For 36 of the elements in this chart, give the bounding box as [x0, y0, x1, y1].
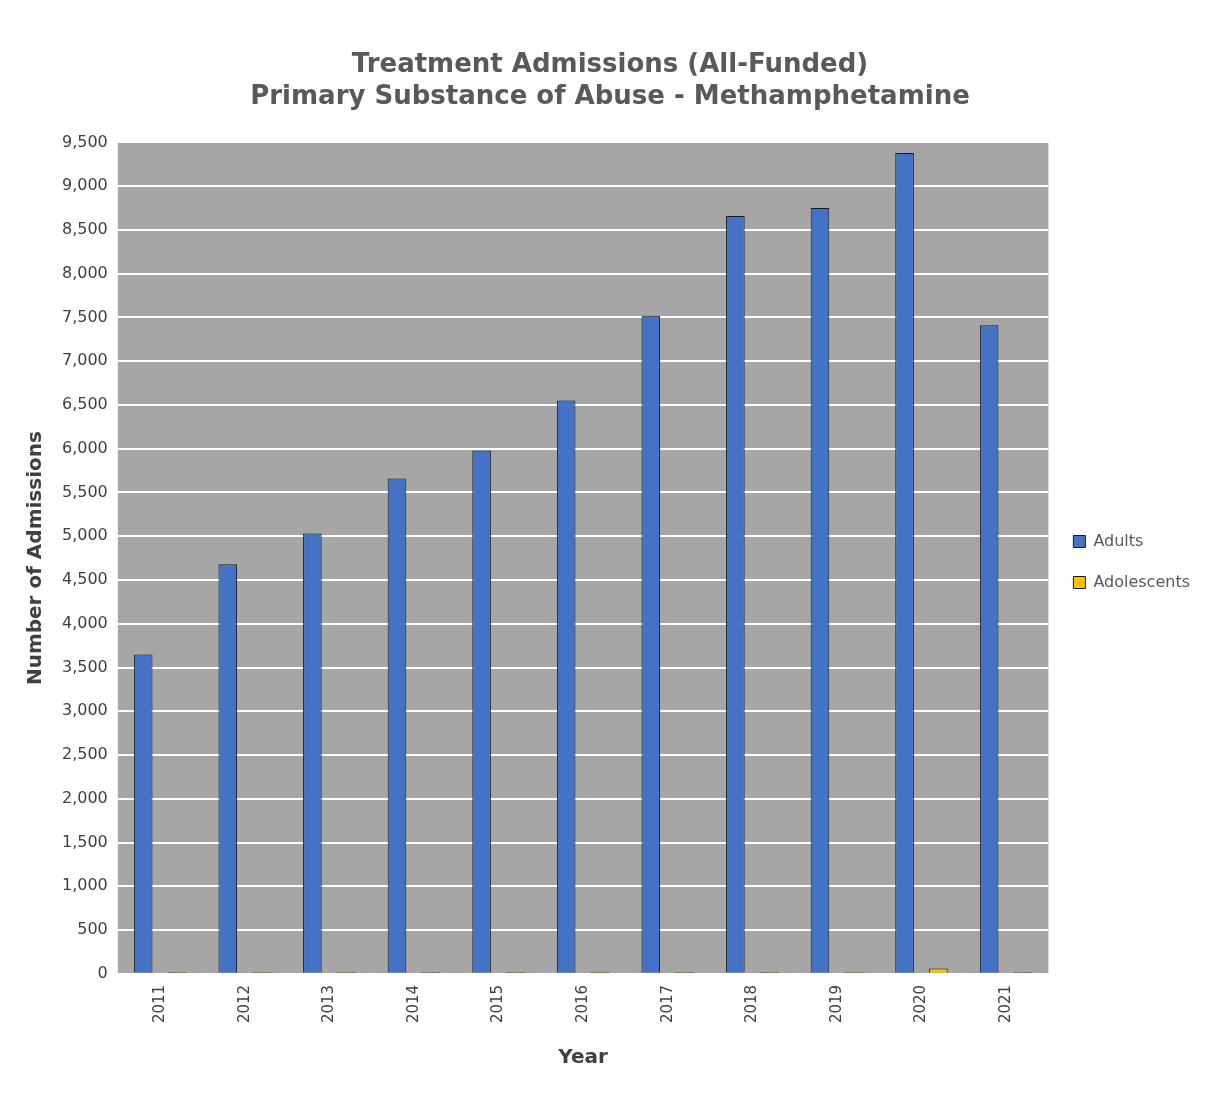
- y-axis-title: Number of Admissions: [22, 431, 47, 686]
- y-tick-label: 7,000: [61, 350, 108, 370]
- x-tick-label: 2016: [572, 984, 591, 1024]
- y-tick-label: 3,500: [61, 656, 108, 676]
- y-tick-label: 9,500: [61, 131, 108, 151]
- y-tick-label: 8,500: [61, 219, 108, 239]
- y-tick-label: 2,000: [61, 787, 108, 807]
- y-tick-label: 7,500: [61, 306, 108, 326]
- chart-title: Treatment Admissions (All-Funded) Primary Substance of Abuse - Methamphetamine: [250, 48, 970, 110]
- x-tick-label: 2017: [657, 984, 676, 1024]
- x-tick-label: 2015: [488, 984, 507, 1024]
- y-tick-label: 1,500: [61, 831, 108, 851]
- y-tick-label: 5,000: [61, 525, 108, 545]
- legend-label: Adolescents: [1093, 571, 1190, 591]
- x-tick-label: 2021: [995, 984, 1014, 1024]
- y-tick-label: 5,500: [61, 481, 108, 501]
- x-axis-title: Year: [557, 1044, 609, 1069]
- y-tick-label: 4,000: [61, 612, 108, 632]
- x-tick-label: 2012: [234, 984, 253, 1024]
- x-tick-label: 2013: [319, 984, 338, 1024]
- legend-label: Adults: [1093, 530, 1144, 550]
- x-tick-label: 2020: [911, 984, 930, 1024]
- x-tick-label: 2018: [742, 984, 761, 1024]
- y-tick-label: 3,000: [61, 700, 108, 720]
- x-tick-label: 2011: [149, 984, 168, 1024]
- y-tick-label: 2,500: [61, 744, 108, 764]
- y-tick-label: 500: [77, 919, 108, 939]
- x-tick-label: 2019: [826, 984, 845, 1024]
- y-tick-label: 6,000: [61, 437, 108, 457]
- y-tick-label: 0: [97, 962, 108, 982]
- y-tick-label: 4,500: [61, 569, 108, 589]
- y-tick-label: 6,500: [61, 394, 108, 414]
- y-tick-label: 1,000: [61, 875, 108, 895]
- y-tick-label: 8,000: [61, 262, 108, 282]
- x-tick-label: 2014: [403, 984, 422, 1024]
- y-tick-label: 9,000: [61, 175, 108, 195]
